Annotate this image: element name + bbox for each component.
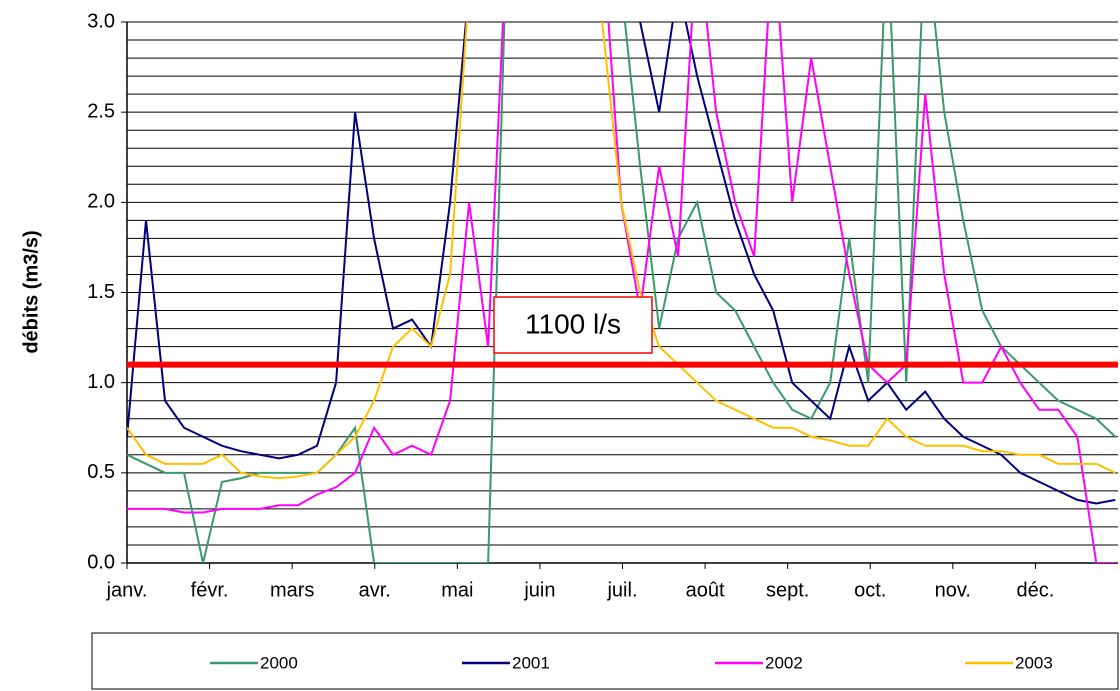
x-tick-label: oct. (854, 579, 886, 601)
y-tick-label: 1.0 (87, 371, 115, 393)
y-tick-label: 2.0 (87, 191, 115, 213)
x-tick-label: juin (523, 579, 555, 601)
series-line (127, 22, 1116, 563)
series-line (127, 22, 1116, 480)
series-line (127, 22, 1116, 505)
x-tick-label: sept. (766, 579, 809, 601)
legend-label: 2003 (1015, 653, 1053, 672)
y-tick-label: 3.0 (87, 10, 115, 32)
legend-label: 2002 (765, 653, 803, 672)
x-tick-label: mars (270, 579, 314, 601)
x-tick-label: févr. (191, 579, 229, 601)
y-tick-label: 1.5 (87, 281, 115, 303)
y-tick-label: 2.5 (87, 100, 115, 122)
y-tick-label: 0.0 (87, 551, 115, 573)
x-tick-label: janv. (106, 579, 148, 601)
legend-label: 2000 (260, 653, 298, 672)
x-tick-label: avr. (359, 579, 391, 601)
threshold-label-box (493, 296, 653, 354)
plot-lines (127, 22, 1116, 563)
x-tick-label: août (686, 579, 725, 601)
legend-label: 2001 (512, 653, 550, 672)
threshold-label: 1100 l/s (525, 308, 621, 339)
x-tick-label: juil. (606, 579, 637, 601)
x-tick-label: nov. (935, 579, 971, 601)
y-tick-label: 0.5 (87, 461, 115, 483)
x-tick-label: mai (441, 579, 473, 601)
x-tick-label: déc. (1017, 579, 1055, 601)
legend-box (91, 632, 1119, 690)
y-axis-label: débits (m3/s) (20, 230, 42, 353)
